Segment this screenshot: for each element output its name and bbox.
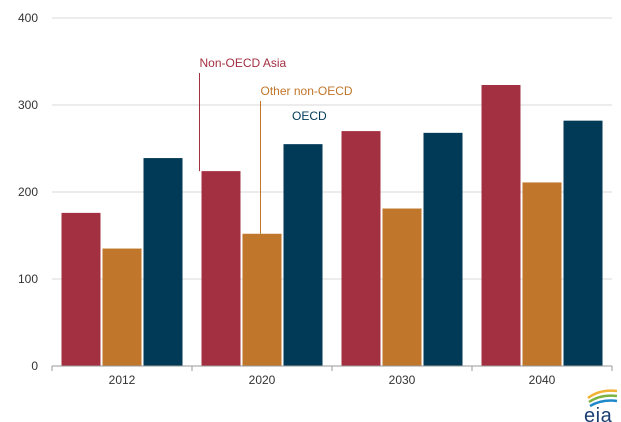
y-axis-ticks: 0 100 200 300 400 bbox=[18, 11, 38, 373]
y-tick-label-200: 200 bbox=[18, 185, 38, 199]
eia-logo-text: eia bbox=[584, 405, 613, 422]
y-tick-label-0: 0 bbox=[31, 359, 38, 373]
bar-oecd-2012 bbox=[143, 158, 183, 366]
series-annotations: Non-OECD Asia Other non-OECD OECD bbox=[199, 56, 353, 234]
x-tick-label-2012: 2012 bbox=[109, 373, 136, 387]
eia-logo-arcs-icon bbox=[587, 389, 618, 408]
bar-non-oecd-asia-2012 bbox=[61, 212, 101, 366]
bar-other-non-oecd-2040 bbox=[522, 182, 562, 366]
y-tick-label-300: 300 bbox=[18, 98, 38, 112]
bar-other-non-oecd-2012 bbox=[102, 248, 142, 366]
bar-oecd-2030 bbox=[423, 132, 463, 366]
annotation-label-oecd: OECD bbox=[292, 109, 327, 123]
x-tick-label-2040: 2040 bbox=[529, 373, 556, 387]
bar-non-oecd-asia-2030 bbox=[341, 131, 381, 366]
annotation-label-non-oecd-asia: Non-OECD Asia bbox=[200, 56, 287, 70]
bar-other-non-oecd-2030 bbox=[382, 208, 422, 366]
bar-other-non-oecd-2020 bbox=[242, 233, 282, 366]
x-tick-label-2030: 2030 bbox=[389, 373, 416, 387]
x-tick-label-2020: 2020 bbox=[249, 373, 276, 387]
y-tick-label-400: 400 bbox=[18, 11, 38, 25]
bar-non-oecd-asia-2040 bbox=[481, 84, 521, 367]
annotation-label-other-non-oecd: Other non-OECD bbox=[261, 84, 353, 98]
x-axis: 2012 2020 2030 2040 bbox=[51, 365, 613, 387]
bar-oecd-2020 bbox=[283, 144, 323, 366]
bars bbox=[61, 84, 603, 367]
y-tick-label-100: 100 bbox=[18, 272, 38, 286]
eia-logo: eia bbox=[584, 389, 618, 422]
bar-oecd-2040 bbox=[563, 120, 603, 366]
bar-non-oecd-asia-2020 bbox=[201, 171, 241, 366]
